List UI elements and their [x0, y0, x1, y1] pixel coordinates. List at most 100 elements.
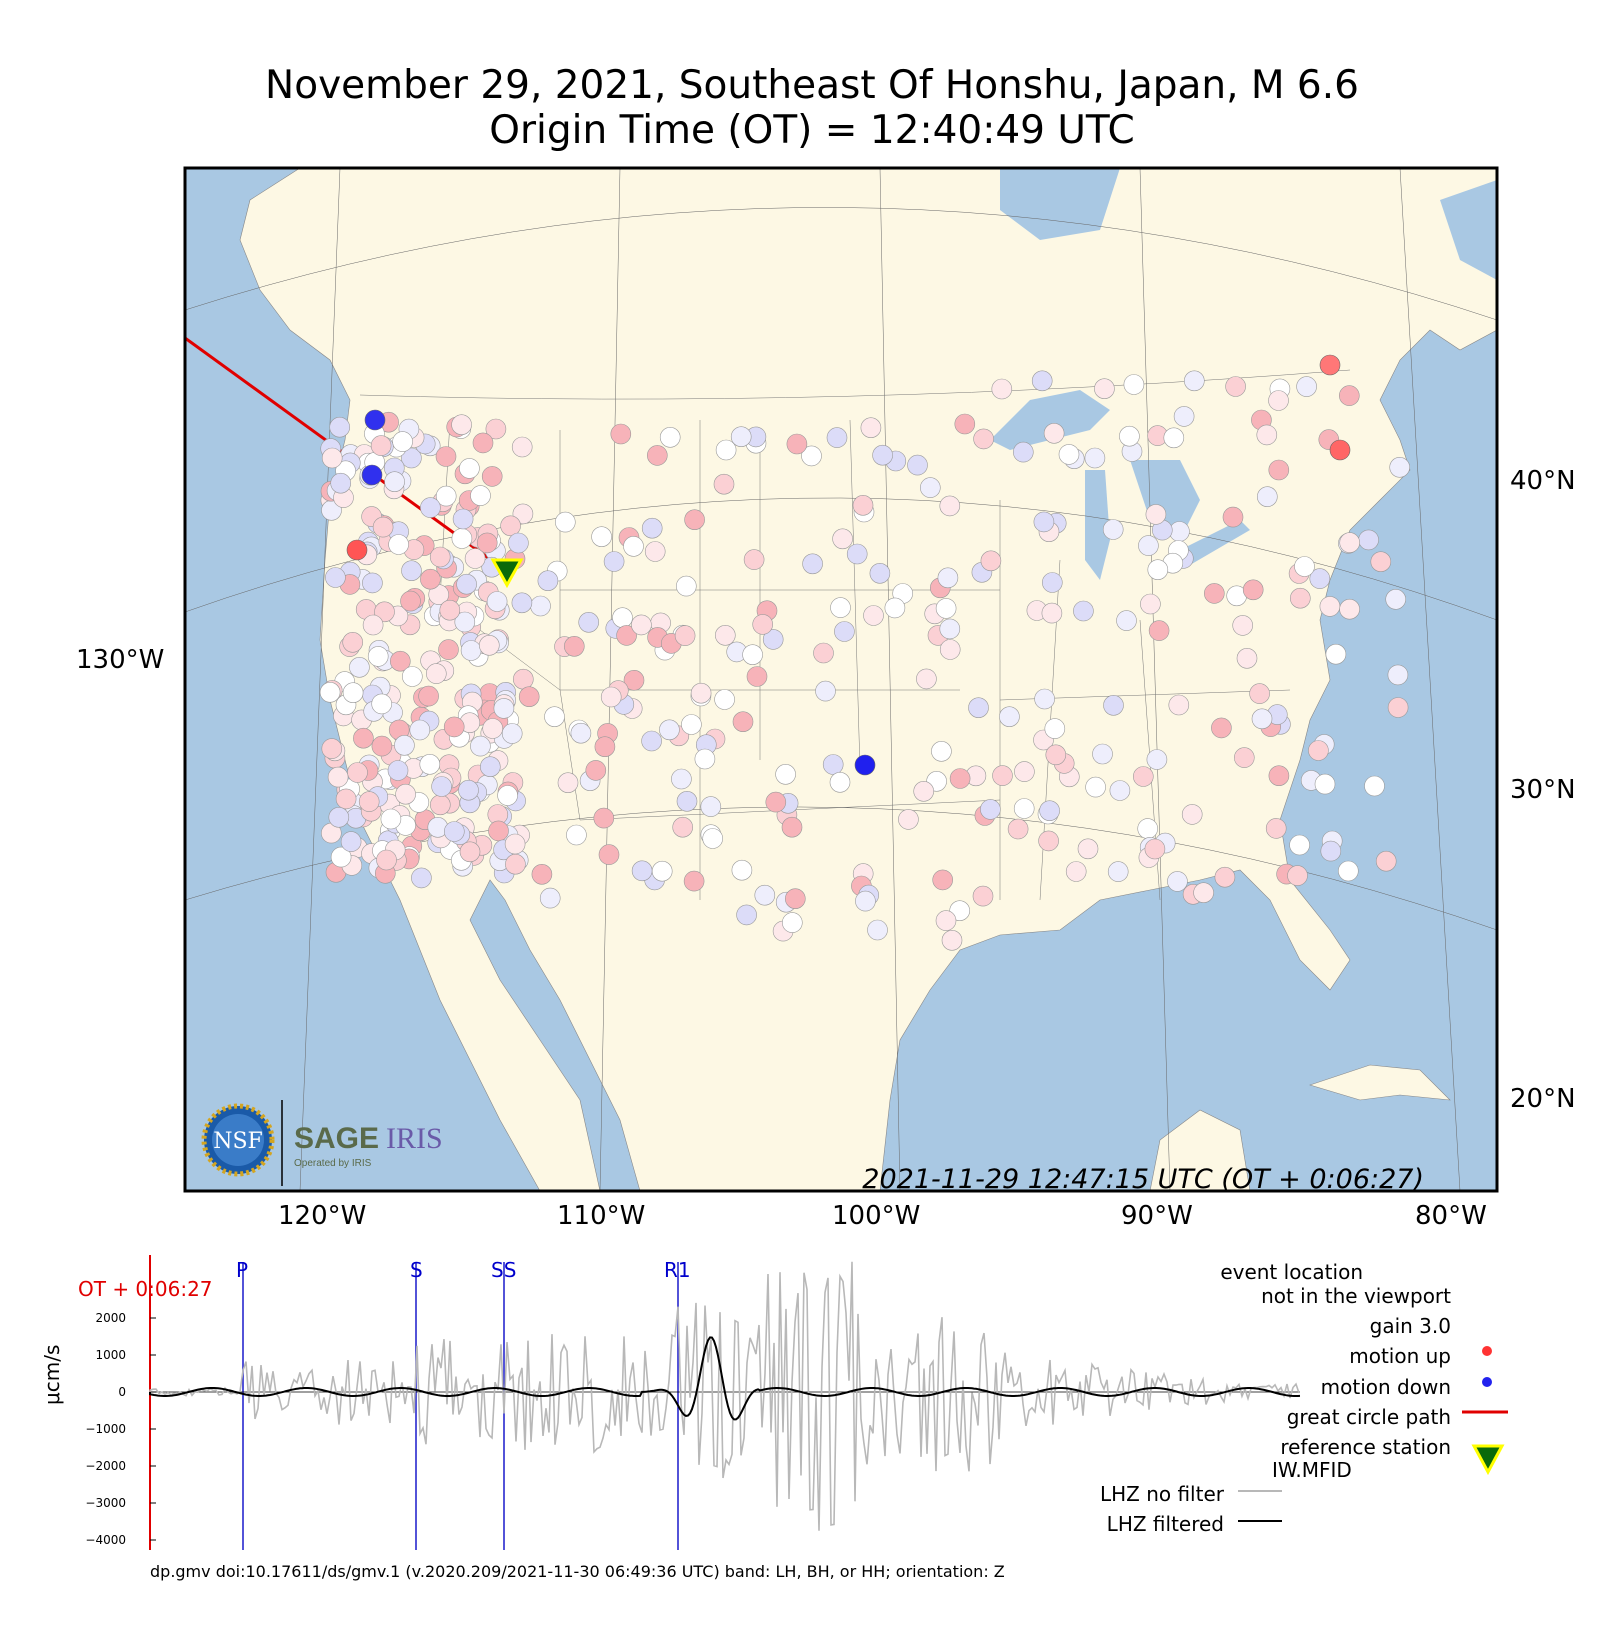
station-dot [459, 458, 480, 479]
station-dot [730, 426, 752, 448]
y-tick-1000: 1000 [95, 1348, 126, 1362]
station-dot [591, 526, 612, 548]
station-dot [786, 433, 808, 455]
station-dot [762, 629, 784, 650]
station-dot [600, 686, 622, 708]
station-dot [1012, 441, 1034, 463]
station-dot [829, 771, 851, 793]
station-dot [374, 601, 395, 623]
station-dot [641, 517, 663, 539]
station-dot [1193, 882, 1214, 904]
station-dot [694, 748, 716, 770]
station-dot [1294, 556, 1315, 577]
station-dot [746, 666, 768, 687]
station-dot [1308, 740, 1329, 761]
station-dot [1007, 818, 1029, 840]
lat-label-40n: 40°N [1510, 466, 1576, 496]
station-dot [1265, 818, 1287, 839]
lake-michigan [1085, 470, 1110, 580]
station-dot [949, 768, 971, 789]
legend-reference-station: reference station [1280, 1435, 1451, 1459]
station-dot [1039, 800, 1060, 822]
station-dot [376, 849, 397, 871]
station-dot [358, 791, 380, 812]
y-tick-minus2000: −2000 [85, 1459, 126, 1473]
station-dot-strong [1319, 354, 1341, 376]
station-dot [1320, 840, 1342, 862]
station-dot [1325, 643, 1347, 665]
station-dot [1287, 865, 1308, 886]
station-dot [321, 447, 343, 469]
station-dot [420, 568, 441, 590]
iris-text: IRIS [386, 1122, 443, 1155]
station-dot [1031, 370, 1053, 392]
station-dot [1043, 422, 1065, 444]
station-dot [674, 625, 696, 646]
station-dot [752, 614, 774, 635]
station-dot [683, 870, 705, 892]
station-dot [1145, 504, 1167, 525]
station-dot [898, 809, 919, 830]
station-dot [781, 912, 803, 933]
station-dot [478, 634, 500, 656]
station-dot [384, 471, 405, 493]
station-dot [1045, 744, 1067, 766]
station-dot [834, 621, 855, 642]
station-dot [1140, 593, 1161, 615]
station-dot [435, 446, 457, 467]
station-dot [1268, 459, 1290, 481]
station-dot [539, 887, 561, 909]
station-dot [388, 534, 409, 555]
cuba-land [1309, 1064, 1451, 1101]
station-dot [754, 884, 776, 906]
station-dot [330, 472, 352, 494]
station-dot [435, 485, 457, 507]
station-dot [342, 631, 364, 653]
station-dot [830, 597, 851, 618]
station-dot [340, 831, 362, 852]
station-dot [913, 780, 935, 802]
y-tick-2000: 2000 [95, 1311, 126, 1325]
legend-station-code: IW.MFID [1272, 1458, 1352, 1482]
yucatan-land [1149, 1109, 1251, 1191]
station-dot [939, 618, 961, 640]
station-dot [968, 697, 989, 719]
station-dot [362, 572, 383, 594]
lon-label-130w: 130°W [76, 645, 165, 675]
station-dot [544, 706, 565, 728]
station-dot-strong [361, 464, 383, 486]
station-dot [610, 423, 632, 445]
station-dot [566, 824, 587, 846]
station-dot [931, 740, 952, 762]
lake-erie [1180, 520, 1250, 565]
reference-station-legend-icon [1471, 1444, 1505, 1476]
station-dot [458, 779, 479, 801]
station-dot [714, 689, 735, 710]
station-dot [1385, 588, 1406, 610]
station-dot [991, 378, 1013, 400]
station-dot [570, 722, 592, 744]
station-dot [1249, 683, 1270, 704]
station-dot [389, 650, 411, 672]
station-dot [372, 516, 394, 538]
station-dot [1214, 866, 1236, 888]
station-dot [319, 681, 341, 703]
station-dot [1138, 535, 1159, 556]
station-dot [872, 444, 893, 466]
station-dot [869, 562, 891, 584]
station-dot [713, 473, 735, 495]
station-dot [1109, 780, 1131, 801]
y-tick-minus3000: −3000 [85, 1496, 126, 1510]
station-dot [781, 816, 803, 838]
station-dot-strong [364, 409, 386, 431]
station-dot [1234, 747, 1255, 768]
station-dot [1103, 694, 1124, 716]
station-dot [349, 656, 370, 678]
reference-station-marker[interactable] [490, 558, 524, 589]
station-dot [623, 669, 645, 691]
station-dot [765, 791, 787, 813]
station-dot [459, 841, 481, 863]
station-dot [932, 869, 954, 891]
